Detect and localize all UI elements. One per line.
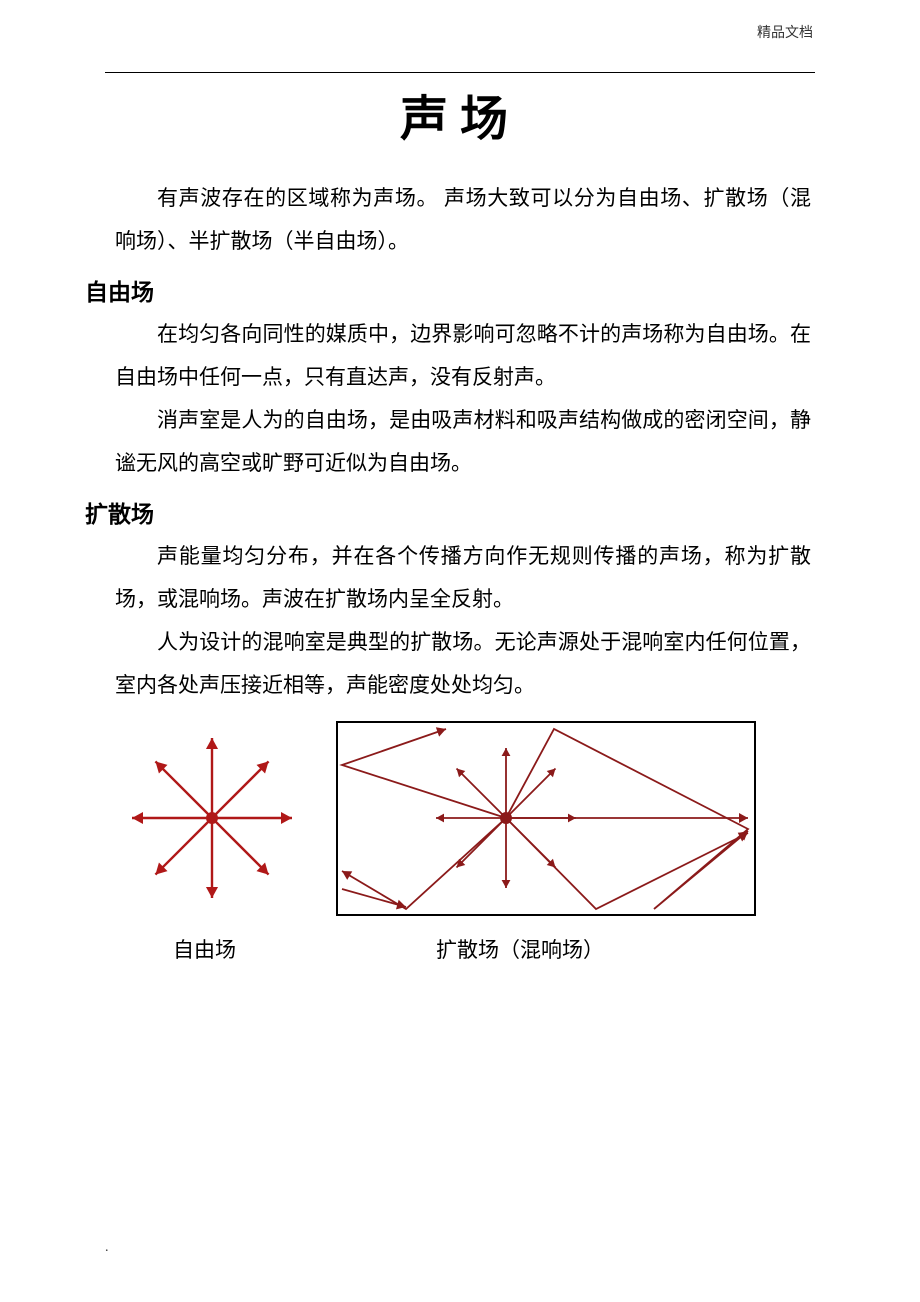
header-label: 精品文档 [105,22,815,42]
free-field-diagram [115,721,310,916]
figure-row [115,721,815,916]
caption-free: 自由场 [173,934,236,964]
figure-captions: 自由场 扩散场（混响场） [105,934,815,964]
footer-mark: . [105,1240,109,1256]
diffuse-field-diagram [336,721,756,916]
section-para: 声能量均匀分布，并在各个传播方向作无规则传播的声场，称为扩散场，或混响场。声波在… [115,535,811,621]
page-title: 声场 [105,79,815,149]
caption-diffuse: 扩散场（混响场） [436,934,604,964]
figure-diffuse-field [336,721,756,916]
section-heading-diffuse: 扩散场 [85,495,815,529]
section-heading-free: 自由场 [85,273,815,307]
figure-free-field [115,721,310,916]
header-rule [105,72,815,73]
section-para: 消声室是人为的自由场，是由吸声材料和吸声结构做成的密闭空间，静谧无风的高空或旷野… [115,399,811,485]
section-para: 在均匀各向同性的媒质中，边界影响可忽略不计的声场称为自由场。在自由场中任何一点，… [115,313,811,399]
section-para: 人为设计的混响室是典型的扩散场。无论声源处于混响室内任何位置，室内各处声压接近相… [115,621,811,707]
intro-paragraph: 有声波存在的区域称为声场。 声场大致可以分为自由场、扩散场（混响场）、半扩散场（… [115,177,811,263]
